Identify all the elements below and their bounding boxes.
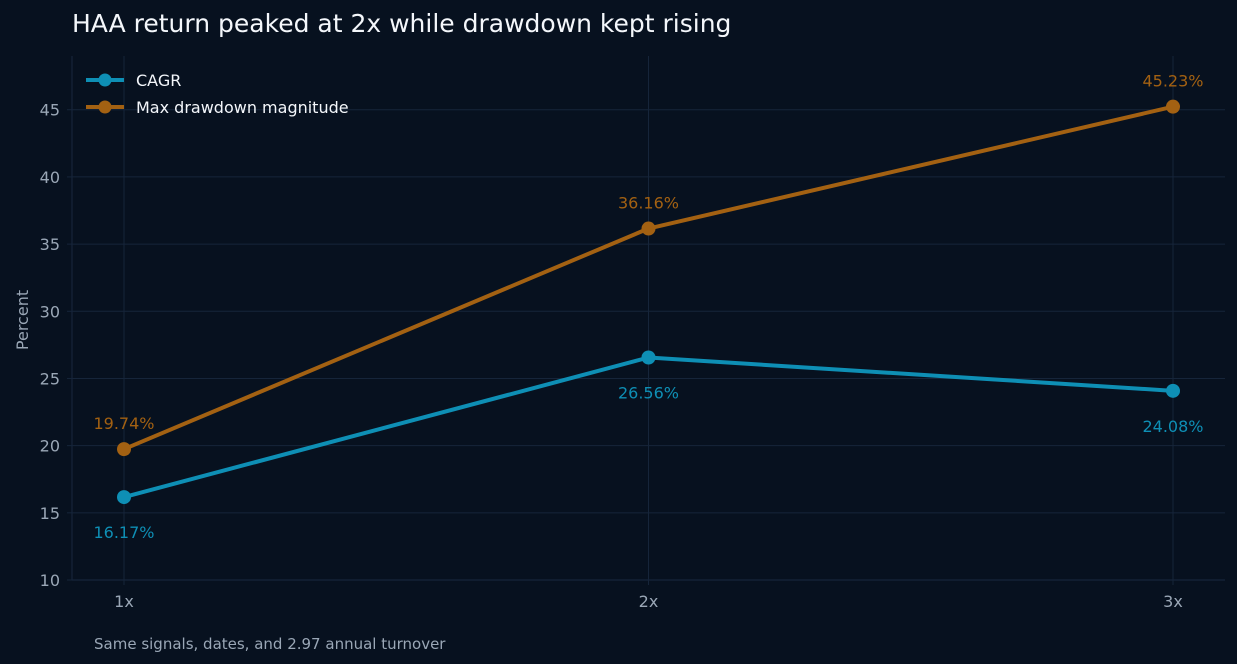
data-point-drawdown [1166,99,1180,114]
y-tick-label: 30 [40,302,60,321]
y-tick-label: 15 [40,504,60,523]
x-tick-label: 3x [1163,592,1183,611]
legend-swatch-drawdown-marker [98,100,112,114]
legend-label-drawdown: Max drawdown magnitude [136,98,349,117]
y-tick-label: 20 [40,437,60,456]
data-label: 24.08% [1142,417,1203,436]
data-label: 26.56% [618,384,679,403]
data-label: 45.23% [1142,72,1203,91]
grid [67,56,1225,585]
y-tick-label: 40 [40,168,60,187]
data-label: 19.74% [93,414,154,433]
axes [71,56,1225,581]
data-point-cagr [641,350,656,365]
y-tick-label: 10 [40,571,60,590]
x-ticks: 1x 2x 3x [114,592,1183,611]
chart-title: HAA return peaked at 2x while drawdown k… [72,9,731,38]
data-label: 16.17% [93,523,154,542]
x-tick-label: 2x [639,592,659,611]
y-axis-label: Percent [13,290,32,350]
data-point-drawdown [117,442,131,457]
x-tick-label: 1x [114,592,134,611]
footnote: Same signals, dates, and 2.97 annual tur… [94,635,446,653]
series [117,99,1180,505]
y-ticks: 10 15 20 25 30 35 40 45 [40,101,60,590]
data-labels: 16.17% 26.56% 24.08% 19.74% 36.16% 45.23% [93,72,1203,542]
y-tick-label: 25 [40,369,60,388]
legend: CAGR Max drawdown magnitude [86,71,349,117]
y-tick-label: 45 [40,101,60,120]
data-label: 36.16% [618,194,679,213]
data-point-drawdown [641,221,656,236]
legend-swatch-cagr-marker [98,73,112,87]
y-tick-label: 35 [40,235,60,254]
legend-label-cagr: CAGR [136,71,181,90]
data-point-cagr [1166,383,1180,398]
data-point-cagr [117,490,131,505]
